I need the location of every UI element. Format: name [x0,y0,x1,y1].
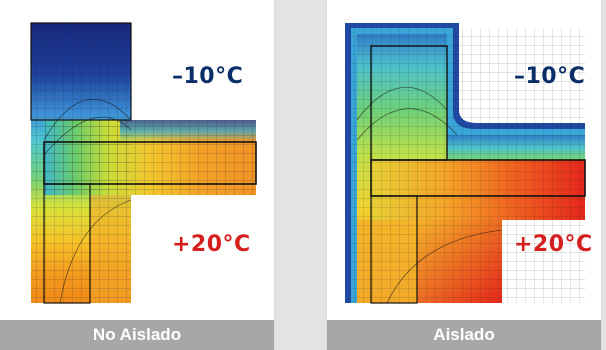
outdoor-temperature-label: –10°C [514,64,586,89]
indoor-temperature-label: +20°C [172,232,251,257]
panel-caption: No Aislado [0,320,274,350]
thermal-simulation-insulated [345,23,586,304]
panel-insulated: –10°C +20°C Aislado [327,0,601,350]
panel-caption: Aislado [327,320,601,350]
thermal-simulation-not-insulated [30,22,257,304]
panel-not-insulated: –10°C +20°C No Aislado [0,0,274,350]
indoor-temperature-label: +20°C [514,232,593,257]
outdoor-temperature-label: –10°C [172,64,244,89]
